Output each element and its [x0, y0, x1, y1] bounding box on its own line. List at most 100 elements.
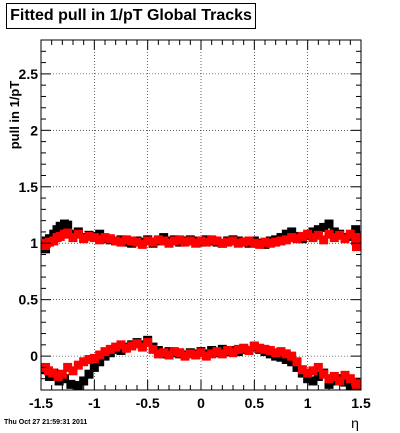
y-tick-label: 0.5 — [19, 292, 39, 308]
data-point — [319, 222, 329, 232]
data-point — [228, 348, 238, 358]
data-point — [100, 233, 110, 243]
data-point — [308, 233, 318, 243]
data-point — [335, 376, 345, 386]
data-point — [345, 229, 355, 239]
data-point — [137, 239, 147, 249]
data-point — [265, 238, 275, 248]
data-point — [84, 231, 94, 241]
data-point — [159, 348, 169, 358]
data-point — [100, 347, 110, 357]
data-point — [68, 366, 78, 376]
data-point — [276, 236, 286, 246]
data-point — [175, 348, 185, 358]
data-point — [249, 238, 259, 248]
data-point — [313, 230, 323, 240]
y-tick-label: 1 — [30, 235, 38, 251]
data-point — [351, 225, 361, 235]
data-point — [313, 371, 323, 381]
data-point — [303, 374, 313, 384]
data-point — [287, 351, 297, 361]
data-point — [223, 237, 233, 247]
y-tick-label: 1.5 — [19, 179, 39, 195]
data-point — [212, 347, 222, 357]
data-point — [100, 351, 110, 361]
data-point — [73, 381, 83, 390]
data-point — [260, 344, 270, 354]
data-point — [352, 379, 361, 389]
data-point — [239, 343, 249, 353]
data-point — [132, 237, 142, 247]
data-point — [84, 369, 94, 379]
x-tick-label: 0.5 — [245, 395, 265, 411]
x-axis-title: η — [351, 415, 359, 431]
data-point — [276, 347, 286, 357]
grid-lines — [40, 40, 362, 390]
data-point — [313, 225, 323, 235]
data-point — [180, 351, 190, 361]
data-point — [180, 237, 190, 247]
y-axis-title: pull in 1/pT — [7, 81, 22, 150]
data-point — [121, 235, 131, 245]
data-point — [265, 345, 275, 355]
data-point — [292, 234, 302, 244]
data-point — [95, 357, 105, 367]
data-point — [169, 347, 179, 357]
data-point — [271, 348, 281, 358]
data-point — [57, 369, 67, 379]
data-point — [63, 228, 73, 238]
data-point — [148, 344, 158, 354]
data-point — [335, 230, 345, 240]
data-point — [201, 237, 211, 247]
data-point — [217, 349, 227, 359]
data-point — [244, 236, 254, 246]
data-point — [324, 229, 334, 239]
data-point — [303, 229, 313, 239]
data-point — [105, 344, 115, 354]
data-point — [340, 234, 350, 244]
data-point — [196, 236, 206, 246]
data-point — [191, 238, 201, 248]
data-point — [255, 343, 265, 353]
data-point — [212, 236, 222, 246]
data-point — [287, 233, 297, 243]
data-point — [73, 229, 83, 239]
data-point — [143, 236, 153, 246]
data-point — [340, 377, 350, 387]
data-point — [105, 234, 115, 244]
data-point — [319, 369, 329, 379]
data-point — [292, 357, 302, 367]
data-point — [127, 236, 137, 246]
data-point — [89, 353, 99, 363]
data-point — [329, 371, 339, 381]
data-point — [217, 344, 227, 354]
data-point — [111, 342, 121, 352]
data-point — [281, 229, 291, 239]
data-point — [127, 341, 137, 351]
data-point — [116, 340, 126, 350]
data-point — [292, 362, 302, 372]
data-point — [89, 233, 99, 243]
data-point — [191, 350, 201, 360]
data-point — [223, 345, 233, 355]
data-point — [63, 220, 73, 230]
data-point — [340, 370, 350, 380]
axis-tick-labels: -1.5 -1 -0.5 0 0.5 1 1.5 0 0.5 1 1.5 2 2.5 — [19, 66, 371, 411]
data-point — [185, 236, 195, 246]
data-point — [59, 374, 69, 384]
y-tick-label: 2.5 — [19, 66, 39, 82]
data-point — [68, 233, 78, 243]
data-point — [297, 365, 307, 375]
data-point — [79, 234, 89, 244]
data-point — [116, 237, 126, 247]
data-point — [89, 362, 99, 372]
data-point — [175, 235, 185, 245]
data-point — [164, 238, 174, 248]
data-point — [228, 236, 238, 246]
y-tick-label: 0 — [30, 348, 38, 364]
data-point — [233, 344, 243, 354]
data-point — [281, 355, 291, 365]
data-point — [352, 233, 361, 243]
data-point — [329, 233, 339, 243]
